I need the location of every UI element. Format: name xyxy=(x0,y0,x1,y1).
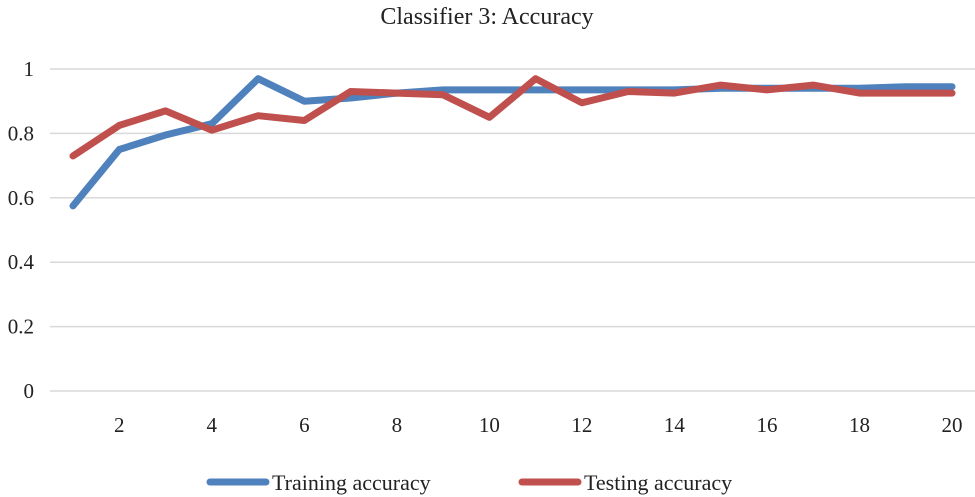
x-tick-label: 16 xyxy=(756,413,777,437)
x-tick-label: 20 xyxy=(942,413,963,437)
chart-title: Classifier 3: Accuracy xyxy=(380,4,593,30)
legend-label: Training accuracy xyxy=(272,470,431,495)
x-tick-label: 8 xyxy=(392,413,403,437)
y-tick-label: 0.4 xyxy=(8,250,35,274)
x-tick-label: 10 xyxy=(479,413,500,437)
x-axis: 2 4 6 8 10 12 14 16 18 20 xyxy=(114,413,962,437)
x-tick-label: 4 xyxy=(207,413,218,437)
y-tick-label: 0 xyxy=(24,379,35,403)
y-axis: 0 0.2 0.4 0.6 0.8 1 xyxy=(8,57,35,403)
y-tick-label: 0.6 xyxy=(8,186,34,210)
y-tick-label: 0.2 xyxy=(8,315,34,339)
x-tick-label: 14 xyxy=(664,413,686,437)
x-tick-label: 2 xyxy=(114,413,125,437)
x-tick-label: 12 xyxy=(571,413,592,437)
x-tick-label: 18 xyxy=(849,413,870,437)
legend: Training accuracy Testing accuracy xyxy=(206,470,732,495)
series-lines xyxy=(69,75,956,210)
y-tick-label: 1 xyxy=(24,57,35,81)
legend-item: Training accuracy xyxy=(206,470,431,495)
x-tick-label: 6 xyxy=(299,413,310,437)
legend-label: Testing accuracy xyxy=(584,470,732,495)
series-line-testing-accuracy xyxy=(69,75,956,160)
y-tick-label: 0.8 xyxy=(8,121,34,145)
legend-item: Testing accuracy xyxy=(518,470,732,495)
gridlines xyxy=(50,68,975,392)
